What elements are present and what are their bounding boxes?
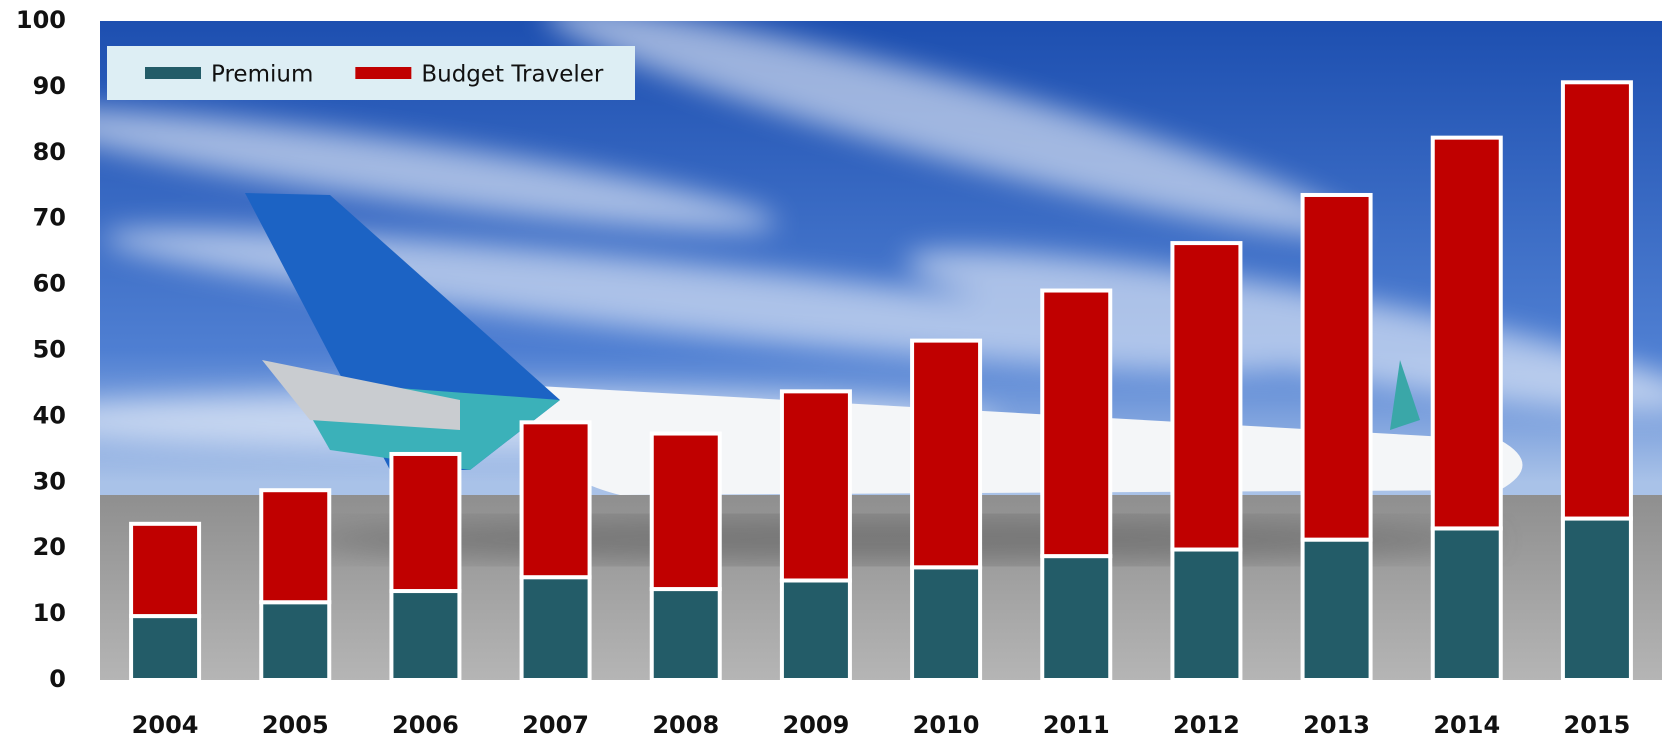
bar-segment [779,578,852,683]
x-tick-label: 2010 [913,711,980,739]
bar-segment [910,565,983,682]
bar-segment [1560,516,1633,682]
y-tick-label: 100 [16,6,66,34]
legend-swatch [145,67,201,79]
bar-segment [1170,547,1243,682]
legend-swatch [355,67,412,79]
y-tick-label: 40 [33,401,66,429]
bar-segment [519,575,592,682]
y-tick-label: 30 [33,467,66,495]
x-tick-label: 2007 [522,711,589,739]
bar-segment [1300,537,1373,682]
bar-segment [1560,80,1633,521]
x-tick-label: 2006 [392,711,459,739]
y-tick-label: 80 [33,138,66,166]
bar-segment [1300,192,1373,542]
bar-segment [1430,526,1503,682]
x-tick-label: 2005 [262,711,329,739]
bar-segment [779,389,852,583]
x-tick-label: 2013 [1303,711,1370,739]
x-tick-label: 2008 [652,711,719,739]
y-tick-label: 10 [33,599,66,627]
x-tick-label: 2009 [783,711,850,739]
legend-label: Budget Traveler [421,62,604,88]
y-tick-label: 70 [33,204,66,232]
bar-segment [1170,241,1243,552]
bar-segment [389,589,462,682]
bar-segment [910,338,983,570]
bar-segment [129,521,202,619]
bar-segment [519,420,592,580]
x-tick-label: 2011 [1043,711,1110,739]
bar-segment [259,488,332,605]
y-tick-label: 60 [33,270,66,298]
bar-segment [1040,288,1113,559]
y-tick-label: 90 [33,72,66,100]
x-tick-label: 2012 [1173,711,1240,739]
bar-segment [1430,135,1503,531]
y-tick-label: 0 [49,665,66,693]
y-tick-label: 20 [33,533,66,561]
bar-segment [259,600,332,682]
x-tick-label: 2015 [1564,711,1631,739]
legend-label: Premium [211,62,313,88]
bar-segment [649,587,722,682]
bar-segment [649,431,722,592]
x-tick-label: 2014 [1433,711,1500,739]
y-tick-label: 50 [33,336,66,364]
bar-segment [1040,554,1113,682]
bar-segment [389,451,462,594]
bar-segment [129,614,202,683]
x-tick-label: 2004 [132,711,199,739]
